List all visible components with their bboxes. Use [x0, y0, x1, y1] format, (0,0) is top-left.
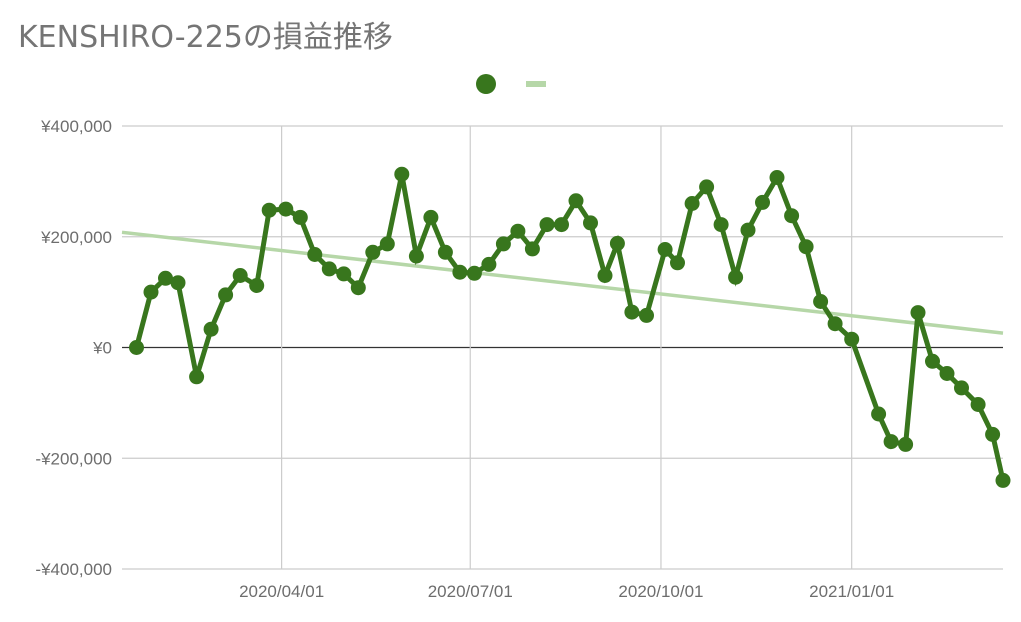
data-point — [597, 268, 613, 283]
data-point — [684, 196, 700, 211]
data-point — [624, 304, 640, 320]
x-tick-label: 2021/01/01 — [809, 582, 894, 601]
data-point — [394, 166, 410, 182]
data-point — [350, 280, 366, 296]
data-point — [740, 222, 756, 238]
data-point — [755, 194, 770, 210]
data-point — [408, 248, 424, 264]
data-point — [218, 287, 234, 303]
legend-trendline-marker — [526, 81, 546, 87]
data-point — [583, 215, 598, 231]
y-tick-label: ¥400,000 — [40, 117, 112, 136]
axis-labels: ¥400,000 ¥200,000 ¥0 -¥200,000 -¥400,000 2020… — [35, 117, 894, 601]
data-point — [554, 217, 569, 233]
data-point — [466, 265, 482, 281]
data-point — [713, 217, 729, 233]
data-point — [510, 223, 526, 239]
data-point — [203, 321, 219, 337]
data-point — [784, 208, 800, 224]
x-tick-label: 2020/04/01 — [239, 582, 324, 601]
y-tick-label: ¥0 — [92, 339, 112, 358]
data-point — [423, 209, 439, 225]
data-point — [336, 266, 352, 282]
y-tick-label: -¥400,000 — [35, 560, 112, 579]
data-point — [568, 193, 584, 209]
chart-title: KENSHIRO-225の損益推移 — [18, 20, 393, 55]
legend-series-marker — [476, 74, 496, 94]
data-point — [437, 244, 453, 260]
data-point — [728, 269, 744, 285]
data-point — [158, 270, 173, 286]
data-point — [639, 307, 654, 323]
data-point — [910, 305, 926, 321]
data-point — [143, 284, 159, 300]
y-tick-label: ¥200,000 — [40, 228, 112, 247]
data-point — [995, 472, 1011, 488]
data-point — [524, 241, 540, 257]
data-point — [769, 170, 785, 185]
grid-layer — [122, 125, 1003, 570]
data-point — [189, 369, 205, 385]
data-point — [321, 261, 337, 277]
data-point — [670, 255, 685, 271]
data-point — [798, 239, 814, 255]
data-point — [292, 209, 308, 225]
data-point — [249, 278, 265, 293]
data-point — [883, 434, 899, 450]
data-point — [844, 331, 860, 347]
data-point — [925, 353, 940, 369]
data-point — [379, 236, 395, 252]
y-tick-label: -¥200,000 — [35, 449, 112, 468]
data-point — [657, 242, 673, 257]
data-point — [813, 294, 829, 309]
x-tick-label: 2020/10/01 — [618, 582, 703, 601]
data-point — [365, 244, 381, 260]
data-point — [898, 436, 914, 452]
data-point — [970, 397, 986, 412]
trendline-layer — [121, 230, 1004, 335]
data-point — [278, 201, 294, 217]
data-point — [481, 256, 497, 272]
trendline — [121, 230, 1004, 335]
data-point — [827, 316, 843, 332]
data-point — [985, 426, 1001, 442]
data-point — [170, 275, 186, 291]
data-point — [699, 179, 715, 195]
data-point — [609, 235, 625, 251]
data-point — [939, 366, 955, 381]
data-point — [539, 217, 555, 233]
data-point — [261, 202, 277, 218]
data-point — [871, 406, 887, 422]
data-point — [495, 236, 511, 252]
data-point — [307, 247, 323, 262]
chart-legend — [474, 72, 554, 96]
data-point — [232, 268, 248, 283]
data-point — [452, 264, 468, 280]
data-point — [129, 340, 144, 355]
series-line — [134, 171, 1006, 481]
data-point — [954, 380, 969, 396]
series-layer — [129, 166, 1011, 488]
x-tick-label: 2020/07/01 — [428, 582, 513, 601]
